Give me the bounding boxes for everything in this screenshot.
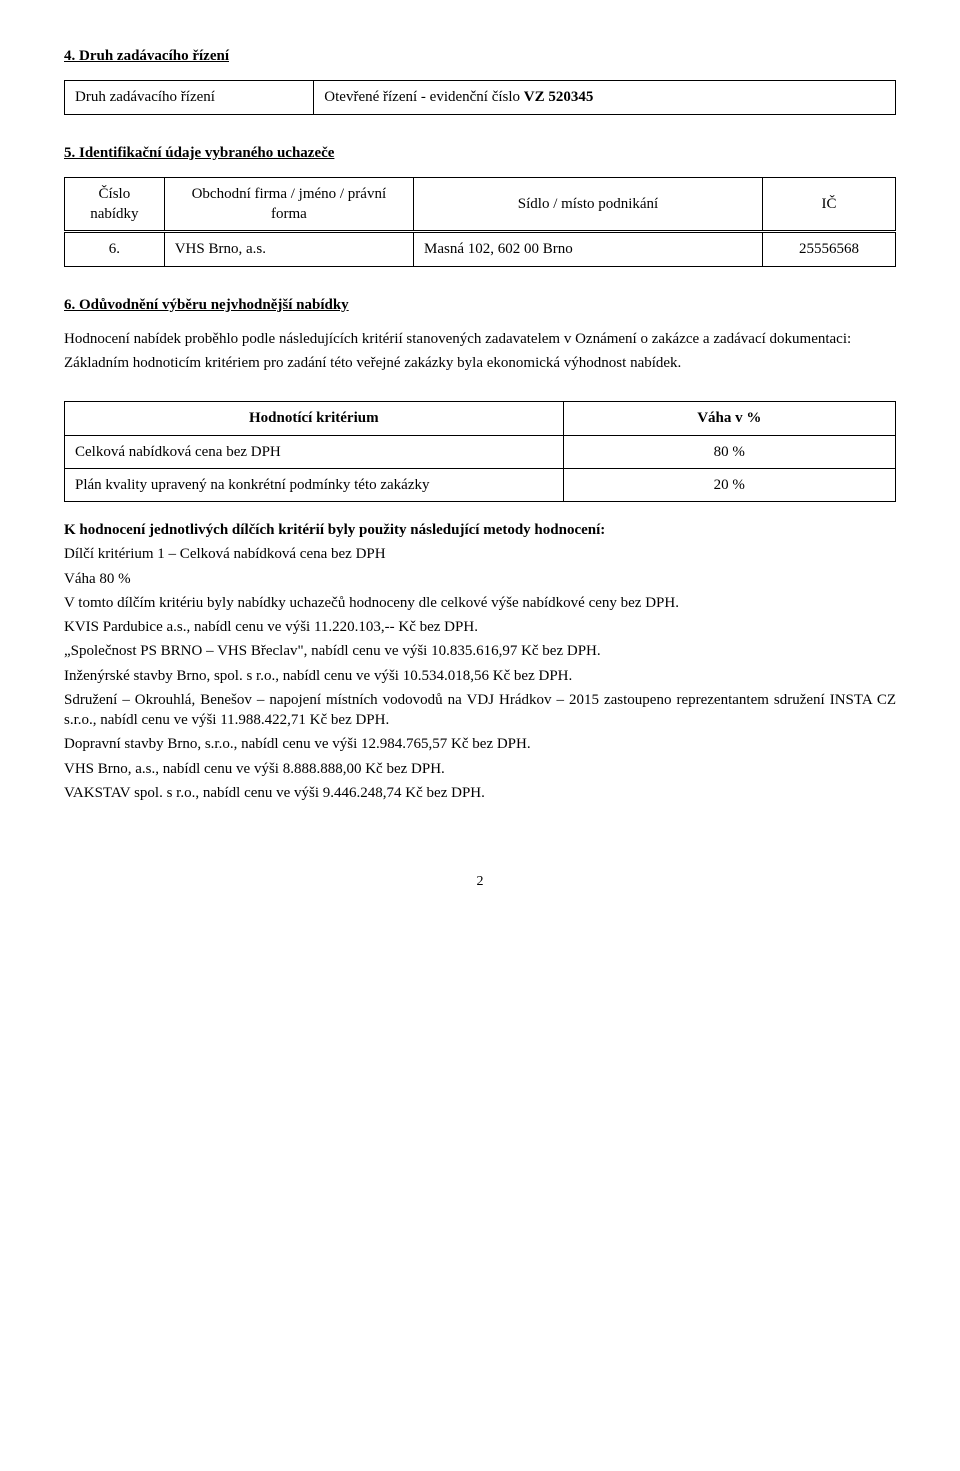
section-4-heading: 4. Druh zadávacího řízení — [64, 46, 896, 66]
cell-vaha: 80 % — [563, 435, 895, 468]
methods-heading: K hodnocení jednotlivých dílčích kritéri… — [64, 520, 896, 540]
selected-bidder-table: Číslo nabídky Obchodní firma / jméno / p… — [64, 177, 896, 267]
table-row: Druh zadávacího řízení Otevřené řízení -… — [65, 81, 896, 114]
table-header-row: Hodnotící kritérium Váha v % — [65, 402, 896, 435]
bid-line: „Společnost PS BRNO – VHS Břeclav", nabí… — [64, 641, 896, 661]
col-header-ic: IČ — [763, 177, 896, 232]
bid-line: VHS Brno, a.s., nabídl cenu ve výši 8.88… — [64, 759, 896, 779]
bid-line: KVIS Pardubice a.s., nabídl cenu ve výši… — [64, 617, 896, 637]
page-number: 2 — [64, 873, 896, 892]
cell-kriterium: Plán kvality upravený na konkrétní podmí… — [65, 468, 564, 501]
table-row: Plán kvality upravený na konkrétní podmí… — [65, 468, 896, 501]
section-6-intro2: Základním hodnoticím kritériem pro zadán… — [64, 353, 896, 373]
dilci1-vaha: Váha 80 % — [64, 569, 896, 589]
dilci1-desc: V tomto dílčím kritériu byly nabídky uch… — [64, 593, 896, 613]
criteria-table: Hodnotící kritérium Váha v % Celková nab… — [64, 401, 896, 502]
col-header-kriterium: Hodnotící kritérium — [65, 402, 564, 435]
section-6-intro: Hodnocení nabídek proběhlo podle následu… — [64, 329, 896, 349]
cell-firma: VHS Brno, a.s. — [164, 232, 413, 266]
bid-line: Inženýrské stavby Brno, spol. s r.o., na… — [64, 666, 896, 686]
cell-kriterium: Celková nabídková cena bez DPH — [65, 435, 564, 468]
procedure-type-value: Otevřené řízení - evidenční číslo VZ 520… — [314, 81, 896, 114]
col-header-vaha: Váha v % — [563, 402, 895, 435]
procedure-type-table: Druh zadávacího řízení Otevřené řízení -… — [64, 80, 896, 114]
table-row: Celková nabídková cena bez DPH 80 % — [65, 435, 896, 468]
table-header-row: Číslo nabídky Obchodní firma / jméno / p… — [65, 177, 896, 232]
procedure-type-value-prefix: Otevřené řízení - evidenční číslo — [324, 89, 524, 105]
col-header-firma: Obchodní firma / jméno / právní forma — [164, 177, 413, 232]
cell-ic: 25556568 — [763, 232, 896, 266]
bid-line: Sdružení – Okrouhlá, Benešov – napojení … — [64, 690, 896, 731]
col-header-cislo: Číslo nabídky — [65, 177, 165, 232]
bid-line: VAKSTAV spol. s r.o., nabídl cenu ve výš… — [64, 783, 896, 803]
bid-line: Dopravní stavby Brno, s.r.o., nabídl cen… — [64, 734, 896, 754]
cell-sidlo: Masná 102, 602 00 Brno — [414, 232, 763, 266]
procedure-type-value-code: VZ 520345 — [524, 89, 594, 105]
cell-cislo: 6. — [65, 232, 165, 266]
dilci1-title: Dílčí kritérium 1 – Celková nabídková ce… — [64, 544, 896, 564]
section-5-heading: 5. Identifikační údaje vybraného uchazeč… — [64, 143, 896, 163]
section-6-heading: 6. Odůvodnění výběru nejvhodnější nabídk… — [64, 295, 896, 315]
procedure-type-label: Druh zadávacího řízení — [65, 81, 314, 114]
cell-vaha: 20 % — [563, 468, 895, 501]
col-header-sidlo: Sídlo / místo podnikání — [414, 177, 763, 232]
table-row: 6. VHS Brno, a.s. Masná 102, 602 00 Brno… — [65, 232, 896, 266]
